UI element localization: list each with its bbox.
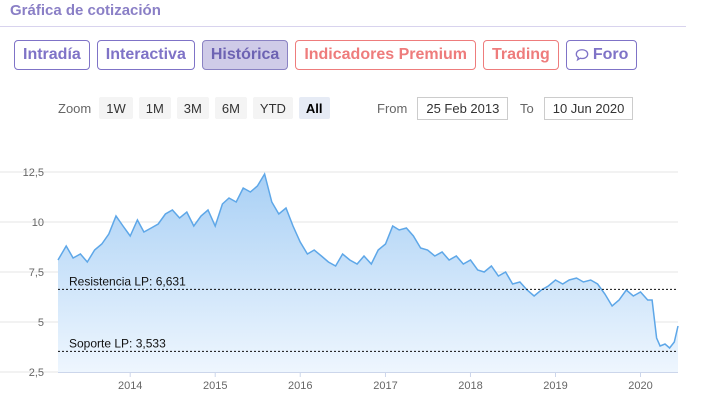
tab-trading[interactable]: Trading — [483, 40, 559, 70]
y-tick-label: 7,5 — [29, 267, 44, 279]
price-line — [57, 172, 679, 350]
x-tick-label: 2015 — [203, 380, 227, 392]
price-area — [58, 174, 678, 372]
zoom-1m-button[interactable]: 1M — [138, 97, 171, 119]
zoom-3m-button[interactable]: 3M — [176, 97, 209, 119]
tab-historica[interactable]: Histórica — [201, 40, 289, 70]
y-tick-label: 10 — [32, 217, 44, 229]
zoom-1w-button[interactable]: 1W — [99, 97, 133, 119]
x-tick-label: 2019 — [543, 380, 567, 392]
tab-label: Intradía — [23, 46, 81, 63]
zoom-label: Zoom — [58, 100, 92, 116]
chart-tabs: Intradía Interactiva Histórica Indicador… — [14, 40, 638, 70]
x-tick-label: 2017 — [373, 380, 397, 392]
tab-indicadores-premium[interactable]: Indicadores Premium — [295, 40, 477, 70]
level-label: Resistencia LP: 6,631 — [69, 274, 186, 288]
price-chart: 2,5 5 7,5 10 12,5 Resistencia LP: 6,631 Sopor… — [0, 167, 679, 392]
x-tick-label: 2018 — [458, 380, 482, 392]
x-tick-label: 2020 — [628, 380, 652, 392]
title-divider — [0, 26, 686, 27]
tab-label: Trading — [492, 46, 550, 63]
to-date-input[interactable]: 10 Jun 2020 — [543, 97, 634, 120]
y-tick-label: 12,5 — [23, 167, 44, 179]
level-lines: Resistencia LP: 6,631 Soporte LP: 3,533 — [58, 274, 678, 352]
tab-intradia[interactable]: Intradía — [14, 40, 90, 70]
x-axis: 2014 2015 2016 2017 2018 2019 2020 — [118, 372, 653, 392]
tab-label: Foro — [592, 46, 629, 63]
from-date-input[interactable]: 25 Feb 2013 — [417, 97, 509, 120]
range-to: To 10 Jun 2020 — [520, 97, 634, 120]
zoom-all-button[interactable]: All — [298, 97, 330, 119]
level-label: Soporte LP: 3,533 — [69, 336, 166, 350]
tab-interactiva[interactable]: Interactiva — [96, 40, 195, 70]
section-title: Gráfica de cotización — [10, 2, 161, 19]
tab-label: Indicadores Premium — [304, 46, 468, 63]
to-label: To — [520, 101, 534, 116]
from-label: From — [377, 101, 408, 116]
zoom-6m-button[interactable]: 6M — [214, 97, 247, 119]
zoom-ytd-button[interactable]: YTD — [252, 97, 293, 119]
range-from: From 25 Feb 2013 — [377, 97, 509, 120]
tab-label: Histórica — [210, 46, 280, 63]
speech-bubble-icon — [575, 49, 589, 62]
x-tick-label: 2014 — [118, 380, 142, 392]
x-tick-label: 2016 — [288, 380, 312, 392]
tab-foro[interactable]: Foro — [565, 40, 638, 70]
zoom-bar: Zoom 1W 1M 3M 6M YTD All — [58, 97, 336, 119]
y-axis: 2,5 5 7,5 10 12,5 — [23, 167, 44, 379]
tab-label: Interactiva — [105, 46, 186, 63]
y-tick-label: 5 — [38, 317, 44, 329]
y-tick-label: 2,5 — [29, 367, 44, 379]
